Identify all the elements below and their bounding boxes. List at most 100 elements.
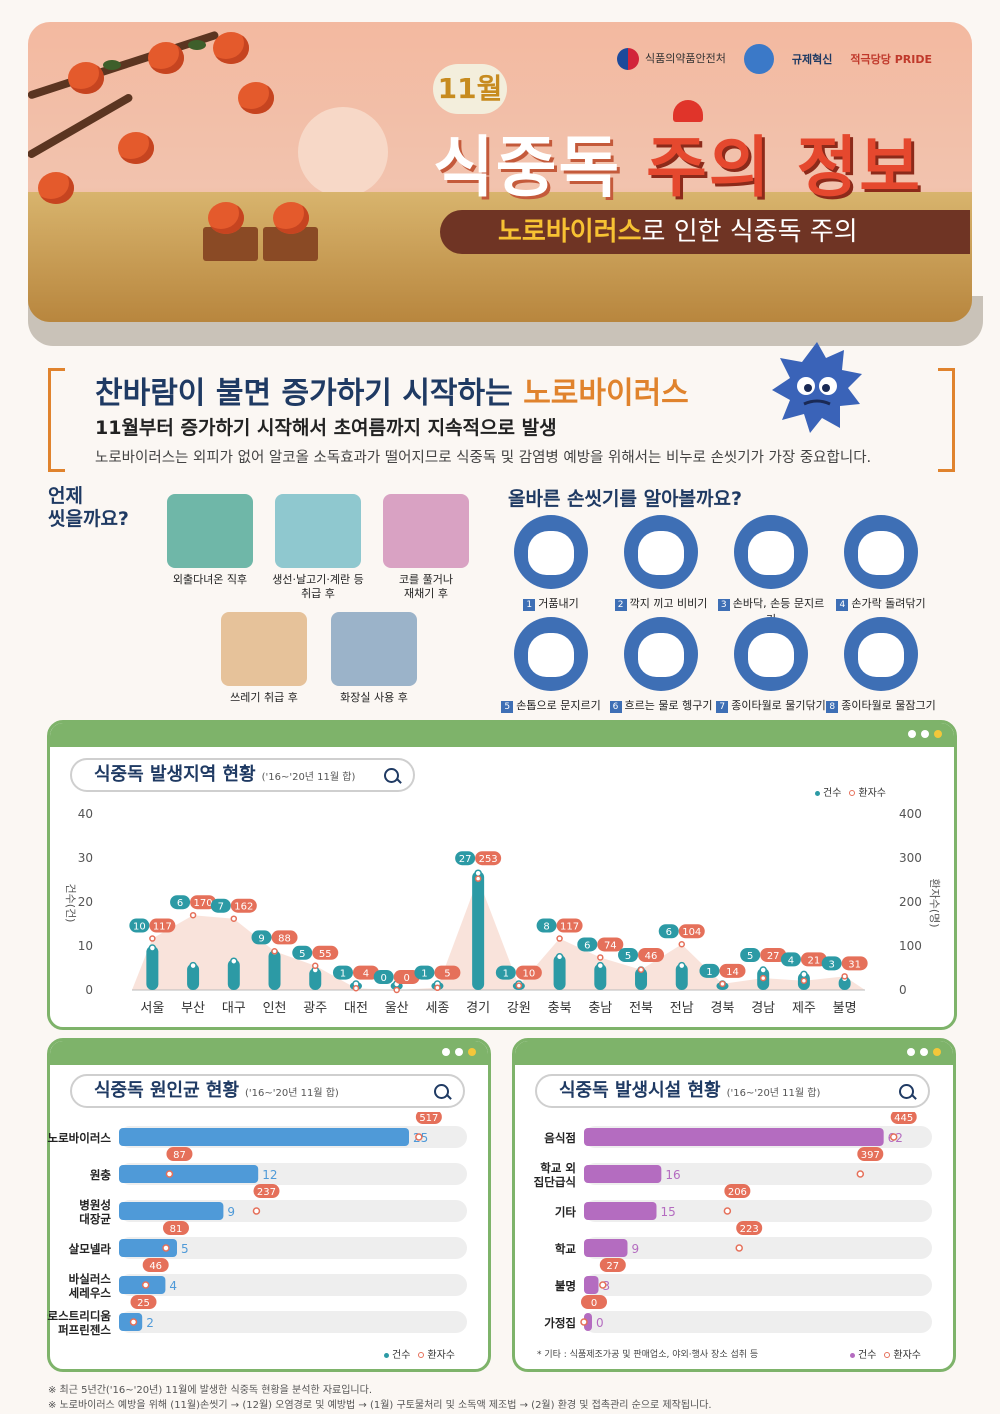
patients-value-label: 46 xyxy=(149,1261,162,1272)
cases-label-bg xyxy=(577,937,598,952)
cases-point xyxy=(800,970,808,979)
patients-point xyxy=(759,974,767,982)
howto-step: 4 손가락 돌려닦기 xyxy=(826,515,936,611)
patients-value-label: 0 xyxy=(404,973,410,984)
patients-label-bg xyxy=(352,965,379,980)
patients-point xyxy=(580,1318,588,1326)
patients-point xyxy=(597,954,604,961)
when-title-line1: 언제 xyxy=(48,485,83,507)
cases-bar xyxy=(553,954,566,990)
patients-point xyxy=(415,1133,423,1141)
patients-label-bg xyxy=(638,948,665,962)
howto-step-label: 6 흐르는 물로 헹구기 xyxy=(606,697,716,713)
category-label: 학교 xyxy=(555,1242,577,1256)
handwash-step-icon xyxy=(844,617,918,691)
window-dots-icon xyxy=(908,730,942,738)
step-number: 2 xyxy=(614,599,627,611)
cases-value-label: 16 xyxy=(665,1168,680,1182)
patients-label-bg xyxy=(475,851,502,866)
cases-bar xyxy=(146,946,159,990)
cases-label-bg xyxy=(658,924,679,939)
patients-label-bg xyxy=(581,1295,607,1309)
bar-track xyxy=(119,1311,467,1333)
intro-subtitle: 11월부터 증가하기 시작해서 초여름까지 지속적으로 발생 xyxy=(95,417,557,439)
cases-bar xyxy=(635,968,648,990)
patients-point xyxy=(723,1207,732,1215)
category-label: 불명 xyxy=(555,1279,576,1293)
x-tick-label: 충남 xyxy=(588,1001,612,1016)
patients-value-label: 74 xyxy=(604,940,617,951)
window-dots-icon xyxy=(442,1048,476,1056)
cases-label-bg xyxy=(414,965,435,980)
patients-point xyxy=(474,875,482,882)
intro-title: 찬바람이 불면 증가하기 시작하는 노로바이러스 xyxy=(95,368,689,412)
patients-point xyxy=(352,984,360,992)
legend-patients: 환자수 xyxy=(893,1350,922,1361)
cases-value-label: 6 xyxy=(177,898,183,909)
cases-value-label: 5 xyxy=(747,951,753,962)
region-chart-title: 식중독 발생지역 현황 ('16~'20년 11월 합) xyxy=(70,758,415,792)
cases-value-label: 1 xyxy=(706,967,712,978)
category-label: 세레우스 xyxy=(69,1286,112,1300)
cases-value-label: 9 xyxy=(632,1242,640,1256)
intro-title-a: 찬바람이 불면 증가하기 시작하는 xyxy=(95,376,513,411)
when-card-label: 코를 풀거나 xyxy=(398,573,454,586)
ministry-name: 식품의약품안전처 xyxy=(644,52,726,65)
patients-point xyxy=(252,1207,261,1215)
x-tick-label: 인천 xyxy=(263,1001,287,1016)
slogan-logo-2 xyxy=(743,44,774,74)
persimmon-illustration xyxy=(213,32,249,64)
bar-track xyxy=(584,1200,932,1222)
when-title: 언제 씻을까요? xyxy=(48,485,129,531)
page-title-part-b: 주의 정보 xyxy=(646,129,923,206)
search-icon xyxy=(384,768,399,783)
cases-bar xyxy=(584,1165,662,1183)
patients-label-bg xyxy=(678,924,705,939)
patients-point xyxy=(230,915,238,922)
cases-value-label: 15 xyxy=(661,1205,676,1219)
cases-bar xyxy=(227,959,240,990)
patients-value-label: 237 xyxy=(257,1187,276,1198)
when-illustration-icon xyxy=(331,612,417,686)
handwash-step-icon xyxy=(734,617,808,691)
cause-chart-period: ('16~'20년 11월 합) xyxy=(245,1088,339,1099)
cases-value-label: 1 xyxy=(503,969,509,980)
patients-label-bg xyxy=(166,1147,193,1161)
persimmon-illustration xyxy=(68,62,104,94)
handwash-step-icon xyxy=(514,617,588,691)
patients-point xyxy=(889,1133,898,1141)
x-tick-label: 불명 xyxy=(833,1001,857,1016)
cases-value-label: 1 xyxy=(421,969,427,980)
month-badge: 11월 xyxy=(433,64,507,114)
handwash-step-icon xyxy=(734,515,808,589)
cases-label-bg xyxy=(210,898,231,913)
legend-cases: 건수 xyxy=(823,788,842,799)
facility-chart-title-text: 식중독 발생시설 현황 xyxy=(559,1080,721,1101)
cases-value-label: 4 xyxy=(169,1279,177,1293)
cases-point xyxy=(678,961,686,970)
patients-value-label: 10 xyxy=(522,969,535,980)
sun-decoration xyxy=(298,107,388,197)
howto-title: 올바른 손씻기를 알아볼까요? xyxy=(508,488,743,510)
step-number: 4 xyxy=(836,599,849,611)
patients-point xyxy=(393,986,400,994)
y-tick-right: 0 xyxy=(899,983,907,997)
region-chart-period: ('16~'20년 11월 합) xyxy=(261,772,356,783)
patients-label-bg xyxy=(597,937,624,952)
x-tick-label: 강원 xyxy=(507,1001,531,1016)
legend-cases-icon xyxy=(850,1352,855,1358)
category-label: 클로스트리디움 xyxy=(47,1309,111,1323)
patients-label-bg xyxy=(393,970,420,984)
step-number: 7 xyxy=(716,701,729,713)
patients-label-bg xyxy=(230,898,257,913)
cause-chart-title: 식중독 원인균 현황 ('16~'20년 11월 합) xyxy=(70,1074,465,1108)
x-tick-label: 충북 xyxy=(548,1001,572,1016)
patients-label-bg xyxy=(857,1147,884,1161)
cases-label-bg xyxy=(129,918,150,933)
cases-bar xyxy=(675,963,688,990)
howto-step: 1 거품내기 xyxy=(496,515,606,611)
cases-value-label: 3 xyxy=(828,959,834,970)
howto-step: 5 손톱으로 문지르기 xyxy=(496,617,606,713)
when-card: 쓰레기 취급 후 xyxy=(214,612,314,705)
